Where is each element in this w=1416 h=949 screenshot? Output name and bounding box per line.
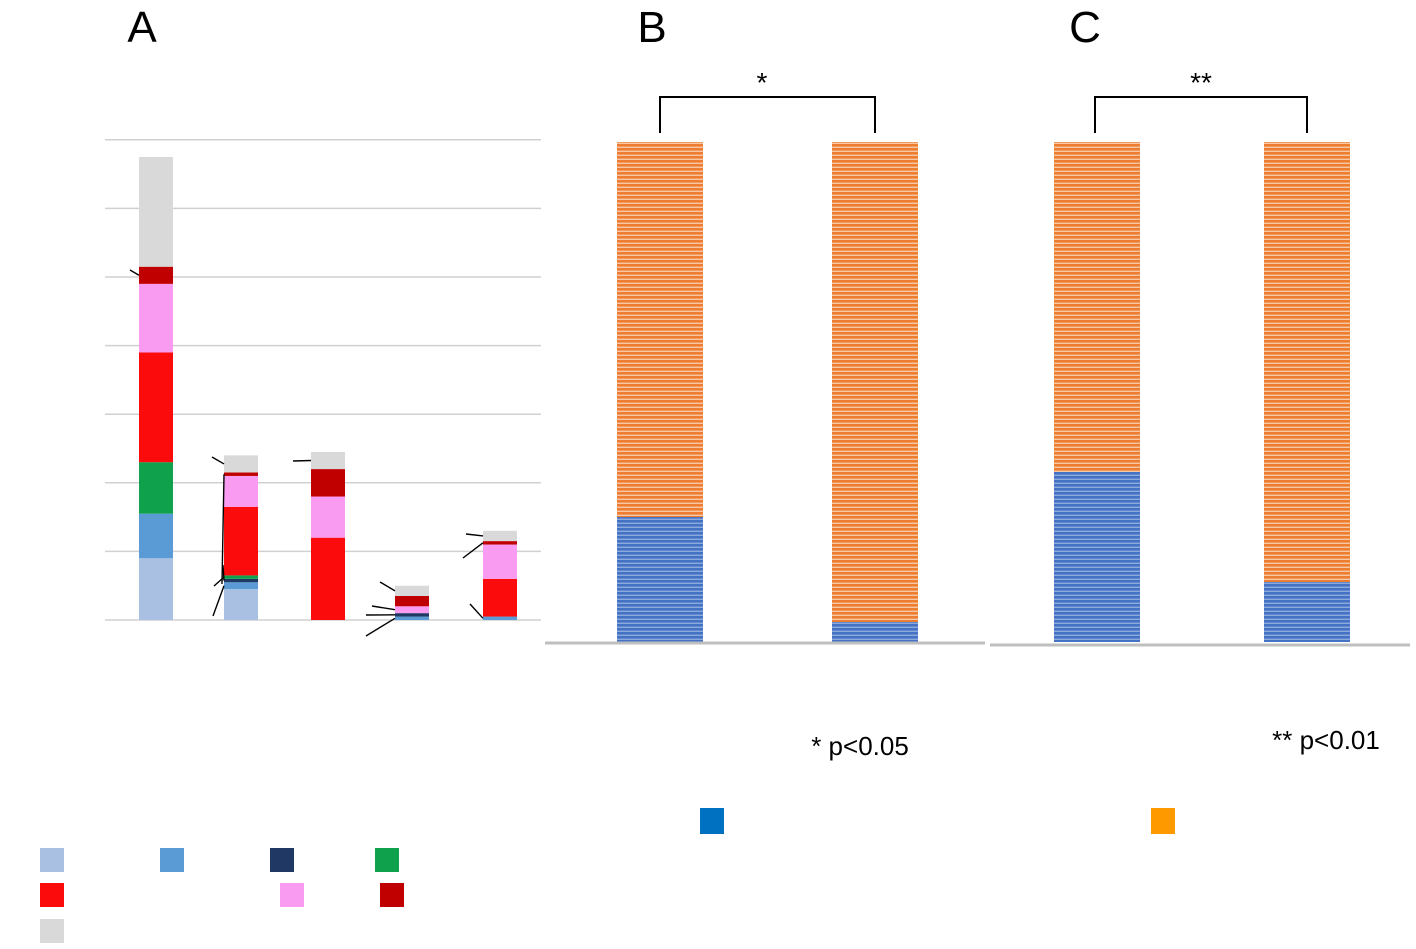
panel-c-bars (1054, 142, 1350, 642)
bar-segment (311, 469, 345, 497)
bar-segment (483, 578, 517, 617)
callout-leader (221, 474, 225, 585)
bar-segment-mutations (832, 622, 918, 642)
callout-leader (465, 533, 484, 537)
bar-segment (139, 558, 173, 620)
bar-segment (224, 575, 258, 579)
bar-segment-mutations (1054, 472, 1140, 642)
bar-segment (139, 266, 173, 284)
bar-segment (395, 595, 429, 607)
legend-swatch (700, 808, 724, 834)
bar-segment (311, 496, 345, 538)
bar-segment (395, 613, 429, 617)
panel-b-significance-bracket (659, 96, 876, 133)
bar-segment (395, 616, 429, 620)
bar-segment (483, 544, 517, 579)
legend-swatch (270, 848, 294, 872)
bar-segment (395, 606, 429, 614)
bar-segment (483, 616, 517, 620)
bar-segment-mutations (617, 517, 703, 642)
panel-a-callouts (129, 269, 484, 637)
bar-segment (224, 589, 258, 620)
callout-leader (371, 605, 396, 611)
bar-segment (139, 352, 173, 463)
bar-segment-others (832, 142, 918, 622)
panel-c-p-note: ** p<0.01 (1272, 725, 1380, 755)
legend-swatch (40, 883, 64, 907)
callout-leader (379, 581, 396, 592)
bar-segment (139, 513, 173, 559)
legend-swatch (280, 883, 304, 907)
legend-swatch (40, 919, 64, 943)
bar-segment (311, 537, 345, 620)
panel-b-bars (617, 142, 918, 642)
bar-segment (139, 156, 173, 267)
bar-segment (483, 541, 517, 545)
callout-leader (211, 456, 225, 465)
bar-segment (139, 462, 173, 514)
callout-leader (212, 585, 225, 617)
bar-segment (224, 472, 258, 476)
bar-segment-others (617, 142, 703, 517)
legend-swatch (380, 883, 404, 907)
callout-leader (129, 269, 140, 276)
panel-b-p-note: * p<0.05 (811, 731, 909, 761)
callout-leader (365, 617, 396, 637)
legend-swatch (375, 848, 399, 872)
panel-bc-legend (700, 808, 1175, 834)
bar-segment (224, 578, 258, 583)
bar-segment (395, 585, 429, 596)
bar-segment (224, 475, 258, 507)
legend-swatch (1151, 808, 1175, 834)
panel-c-significance-bracket (1094, 96, 1308, 133)
panel-a-bars (139, 156, 517, 620)
callout-leader (469, 603, 484, 619)
bar-segment-mutations (1264, 582, 1350, 642)
legend-swatch (40, 848, 64, 872)
panel-letter-c: C (1069, 3, 1101, 52)
bar-segment (224, 455, 258, 473)
panel-letter-a: A (127, 3, 157, 52)
bar-segment (224, 506, 258, 576)
bar-segment-others (1264, 142, 1350, 582)
bar-segment (311, 451, 345, 470)
bar-segment (139, 283, 173, 353)
panel-b-significance-mark: * (757, 67, 768, 98)
bar-segment (483, 530, 517, 542)
callout-leader (462, 542, 484, 559)
panel-letter-b: B (637, 3, 666, 52)
panel-c-significance-mark: ** (1190, 67, 1212, 98)
legend-swatch (160, 848, 184, 872)
bar-segment (224, 582, 258, 590)
bar-segment-others (1054, 142, 1140, 472)
panel-a-legend (40, 848, 404, 943)
